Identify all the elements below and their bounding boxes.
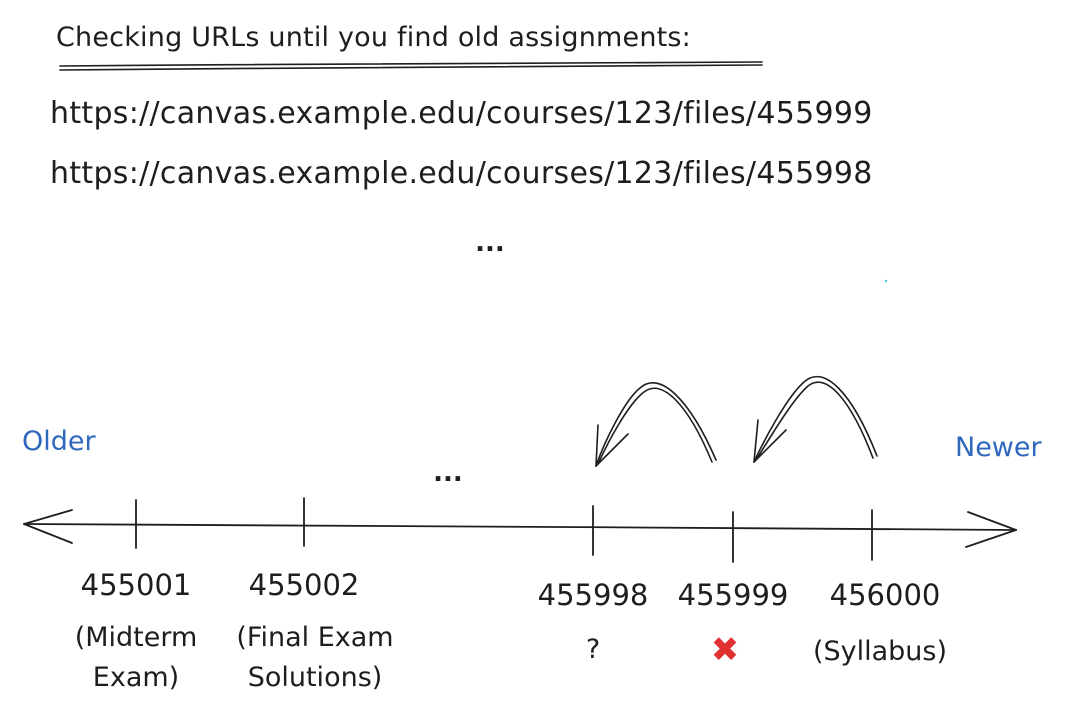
tick-label: 455998: [537, 578, 649, 612]
jump-arrow: [753, 375, 878, 463]
ellipsis: ...: [433, 458, 463, 488]
tick-label: 455999: [677, 578, 789, 612]
unknown-marker: ?: [585, 634, 601, 665]
tick-note-final-exam: (Final Exam Solutions): [236, 622, 394, 693]
jump-arrow: [595, 382, 717, 467]
tick-label: 456000: [829, 578, 941, 612]
tick-label: 455001: [80, 568, 192, 602]
tick-note-midterm: (Midterm Exam): [74, 622, 198, 693]
url-line: https://canvas.example.edu/courses/123/f…: [50, 156, 873, 191]
diagram-title: Checking URLs until you find old assignm…: [56, 22, 691, 53]
timeline-axis: [23, 509, 1017, 548]
tick-note-syllabus: (Syllabus): [812, 636, 948, 667]
newer-label: Newer: [955, 432, 1042, 463]
ellipsis: ...: [475, 228, 505, 258]
url-line: https://canvas.example.edu/courses/123/f…: [50, 96, 873, 131]
title-underline: [59, 61, 763, 71]
stray-dot: [884, 279, 888, 283]
older-label: Older: [22, 426, 96, 457]
tick-label: 455002: [248, 568, 360, 602]
x-mark-icon: ✖: [710, 630, 740, 670]
